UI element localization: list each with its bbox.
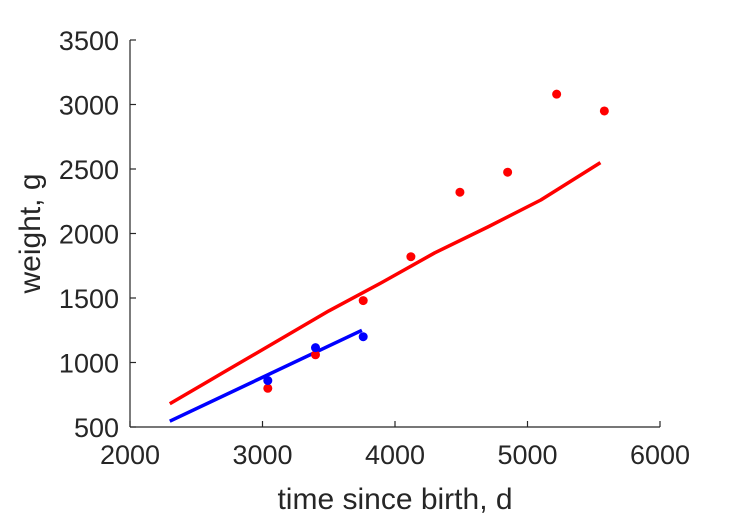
data-point [503, 167, 513, 177]
data-point [263, 383, 273, 393]
y-tick-label: 1000 [59, 349, 119, 379]
x-tick-label: 2000 [100, 440, 160, 470]
data-point [358, 332, 368, 342]
y-tick-label: 2000 [59, 220, 119, 250]
data-point [455, 187, 465, 197]
plot-area [168, 89, 609, 423]
data-point [406, 252, 416, 262]
data-point [311, 350, 320, 360]
y-tick-label: 3500 [59, 26, 119, 56]
data-point [358, 296, 368, 306]
x-tick-label: 4000 [365, 440, 425, 470]
x-axis-label: time since birth, d [277, 483, 512, 516]
series-line-0 [168, 161, 602, 406]
y-tick-label: 500 [74, 413, 119, 443]
series-line-1 [169, 328, 363, 423]
data-point [599, 106, 609, 116]
x-tick-label: 5000 [497, 440, 557, 470]
x-tick-label: 3000 [232, 440, 292, 470]
x-tick-label: 6000 [630, 440, 690, 470]
y-axis-label: weight, g [14, 173, 47, 294]
axes: 2000 3000 4000 5000 6000 500 1000 1500 2000 2500 3… [59, 26, 690, 470]
data-point [552, 89, 562, 99]
data-point [263, 376, 273, 386]
y-tick-label: 3000 [59, 91, 119, 121]
y-tick-label: 1500 [59, 284, 119, 314]
data-point [311, 343, 320, 353]
y-tick-label: 2500 [59, 155, 119, 185]
